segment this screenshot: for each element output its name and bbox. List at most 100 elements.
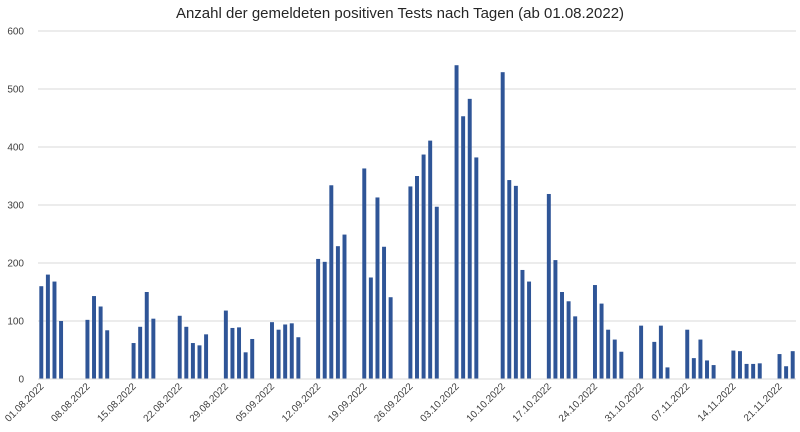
bar (705, 360, 709, 379)
bar (777, 354, 782, 379)
bar (691, 358, 696, 379)
bar (434, 206, 439, 379)
y-tick-label: 400 (7, 143, 24, 154)
bar (520, 269, 525, 379)
x-tick-label: 17.10.2022 (511, 381, 554, 424)
bar (474, 157, 479, 379)
bar (92, 296, 97, 379)
x-tick-label: 26.09.2022 (372, 381, 415, 424)
bar (421, 154, 426, 379)
bar (197, 345, 202, 379)
bar (52, 281, 57, 379)
bar (744, 363, 749, 379)
bar (190, 343, 195, 379)
bar (223, 310, 228, 379)
x-tick-label: 07.11.2022 (650, 381, 693, 424)
bar (316, 258, 321, 379)
bar (131, 343, 136, 379)
bar (698, 339, 703, 379)
bar (527, 281, 532, 379)
x-tick-label: 19.09.2022 (326, 381, 369, 424)
bar (592, 285, 597, 379)
bar (45, 274, 50, 379)
x-tick-label: 24.10.2022 (557, 381, 600, 424)
bar (665, 367, 670, 379)
x-tick-label: 12.09.2022 (280, 381, 323, 424)
bars (39, 65, 795, 380)
bar (59, 321, 64, 379)
bar (98, 306, 103, 379)
y-tick-label: 500 (7, 85, 24, 96)
bar (388, 297, 393, 379)
x-tick-label: 05.09.2022 (234, 381, 277, 424)
y-tick-label: 100 (7, 317, 24, 328)
y-tick-label: 200 (7, 259, 24, 270)
bar (731, 350, 736, 379)
bar (296, 337, 301, 379)
bar (39, 286, 44, 379)
y-tick-label: 300 (7, 201, 24, 212)
bar (461, 116, 466, 379)
bar (250, 338, 255, 379)
bar (138, 326, 143, 379)
bar (151, 318, 156, 379)
x-tick-label: 31.10.2022 (603, 381, 646, 424)
bar (599, 303, 604, 379)
chart-title: Anzahl der gemeldeten positiven Tests na… (176, 5, 624, 22)
bar (237, 327, 242, 379)
x-tick-label: 15.08.2022 (96, 381, 139, 424)
bar (375, 197, 380, 379)
bar (428, 140, 433, 379)
bar (415, 176, 419, 379)
bar (243, 352, 248, 379)
bar (368, 277, 373, 379)
bar (382, 246, 387, 379)
bar (784, 366, 789, 379)
bar (560, 292, 564, 379)
x-tick-label: 01.08.2022 (3, 381, 46, 424)
bar (144, 292, 149, 379)
bar (606, 329, 611, 379)
x-axis-ticks: 01.08.2022 08.08.2022 15.08.2022 22.08.2022… (3, 381, 785, 424)
x-tick-label: 08.08.2022 (49, 381, 92, 424)
bar (546, 193, 551, 379)
bar (85, 319, 90, 379)
x-tick-label: 14.11.2022 (696, 381, 739, 424)
bar (329, 185, 334, 379)
bar (408, 186, 413, 379)
bar (711, 365, 716, 379)
bar (342, 234, 347, 379)
y-tick-label: 600 (7, 27, 24, 38)
bar (566, 301, 571, 379)
bar (639, 325, 644, 379)
bar (513, 185, 518, 379)
bar (737, 351, 742, 379)
x-tick-label: 10.10.2022 (465, 381, 508, 424)
bar (322, 261, 327, 379)
bar (335, 246, 340, 379)
bar (658, 325, 663, 379)
bar (612, 339, 617, 379)
bar (454, 65, 459, 379)
bar (751, 363, 756, 379)
bar (276, 329, 281, 379)
bar (184, 326, 189, 379)
bar (283, 324, 288, 379)
bar (685, 329, 690, 379)
bar (289, 323, 294, 379)
y-tick-label: 0 (18, 375, 24, 386)
bar (553, 260, 558, 379)
bar (500, 72, 505, 380)
bar (652, 341, 657, 379)
bar (573, 316, 578, 379)
x-tick-label: 22.08.2022 (142, 381, 185, 424)
bar (177, 315, 182, 379)
bar (105, 330, 110, 379)
bar (230, 327, 235, 379)
x-tick-label: 03.10.2022 (418, 381, 461, 424)
bar (619, 351, 624, 379)
bar (507, 180, 512, 379)
bar (790, 351, 795, 379)
bar (467, 98, 472, 380)
